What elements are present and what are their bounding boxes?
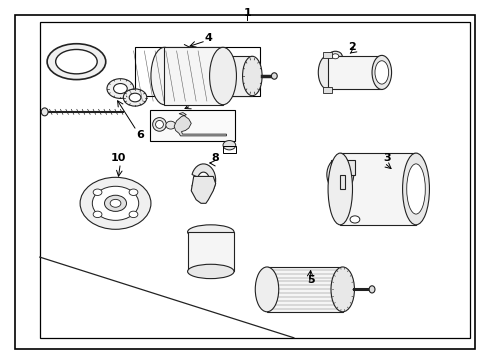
Bar — [228, 56, 252, 96]
Bar — [340, 175, 345, 189]
Text: 8: 8 — [212, 153, 220, 163]
Ellipse shape — [243, 56, 262, 96]
Ellipse shape — [318, 55, 338, 89]
Bar — [340, 153, 416, 225]
Ellipse shape — [166, 121, 175, 129]
Text: 4: 4 — [204, 33, 212, 43]
Ellipse shape — [403, 153, 429, 225]
Ellipse shape — [107, 79, 134, 98]
Ellipse shape — [151, 47, 178, 105]
Ellipse shape — [104, 195, 126, 211]
Circle shape — [350, 216, 360, 223]
Ellipse shape — [56, 49, 97, 74]
Bar — [164, 47, 223, 105]
Bar — [328, 56, 343, 65]
Ellipse shape — [218, 56, 238, 96]
Ellipse shape — [188, 225, 234, 239]
Bar — [323, 87, 332, 93]
Ellipse shape — [80, 177, 151, 229]
Bar — [328, 55, 382, 89]
Ellipse shape — [114, 84, 127, 94]
Text: 2: 2 — [348, 42, 356, 52]
Ellipse shape — [92, 186, 139, 220]
Ellipse shape — [47, 44, 106, 80]
Ellipse shape — [328, 153, 352, 225]
Ellipse shape — [188, 264, 234, 279]
Text: 5: 5 — [307, 275, 315, 285]
Polygon shape — [192, 164, 216, 196]
Bar — [267, 267, 343, 312]
Text: 1: 1 — [244, 8, 251, 18]
Text: 10: 10 — [110, 153, 125, 163]
Ellipse shape — [372, 55, 392, 89]
Ellipse shape — [271, 73, 277, 79]
Ellipse shape — [41, 108, 48, 116]
Ellipse shape — [255, 267, 279, 312]
Bar — [323, 51, 332, 58]
Text: 6: 6 — [136, 130, 144, 140]
Text: 3: 3 — [383, 153, 391, 163]
Circle shape — [129, 211, 138, 217]
Polygon shape — [191, 176, 216, 203]
Bar — [188, 232, 234, 271]
Bar — [223, 146, 236, 153]
Ellipse shape — [375, 61, 389, 84]
Ellipse shape — [332, 54, 339, 59]
Text: 9: 9 — [190, 98, 197, 108]
Circle shape — [223, 140, 236, 150]
Ellipse shape — [329, 51, 342, 61]
Ellipse shape — [129, 93, 141, 102]
Ellipse shape — [123, 89, 147, 106]
Ellipse shape — [369, 286, 375, 293]
Ellipse shape — [210, 47, 237, 105]
Bar — [40, 22, 470, 338]
Polygon shape — [331, 160, 355, 175]
Ellipse shape — [153, 118, 166, 131]
Ellipse shape — [331, 267, 354, 312]
Bar — [150, 110, 235, 140]
Ellipse shape — [156, 121, 163, 129]
Circle shape — [93, 189, 102, 195]
Ellipse shape — [327, 158, 354, 192]
Polygon shape — [174, 113, 226, 136]
Circle shape — [129, 189, 138, 195]
Bar — [135, 47, 260, 96]
Text: 7: 7 — [209, 234, 217, 244]
Circle shape — [93, 211, 102, 217]
Ellipse shape — [407, 164, 425, 214]
Ellipse shape — [110, 199, 121, 207]
